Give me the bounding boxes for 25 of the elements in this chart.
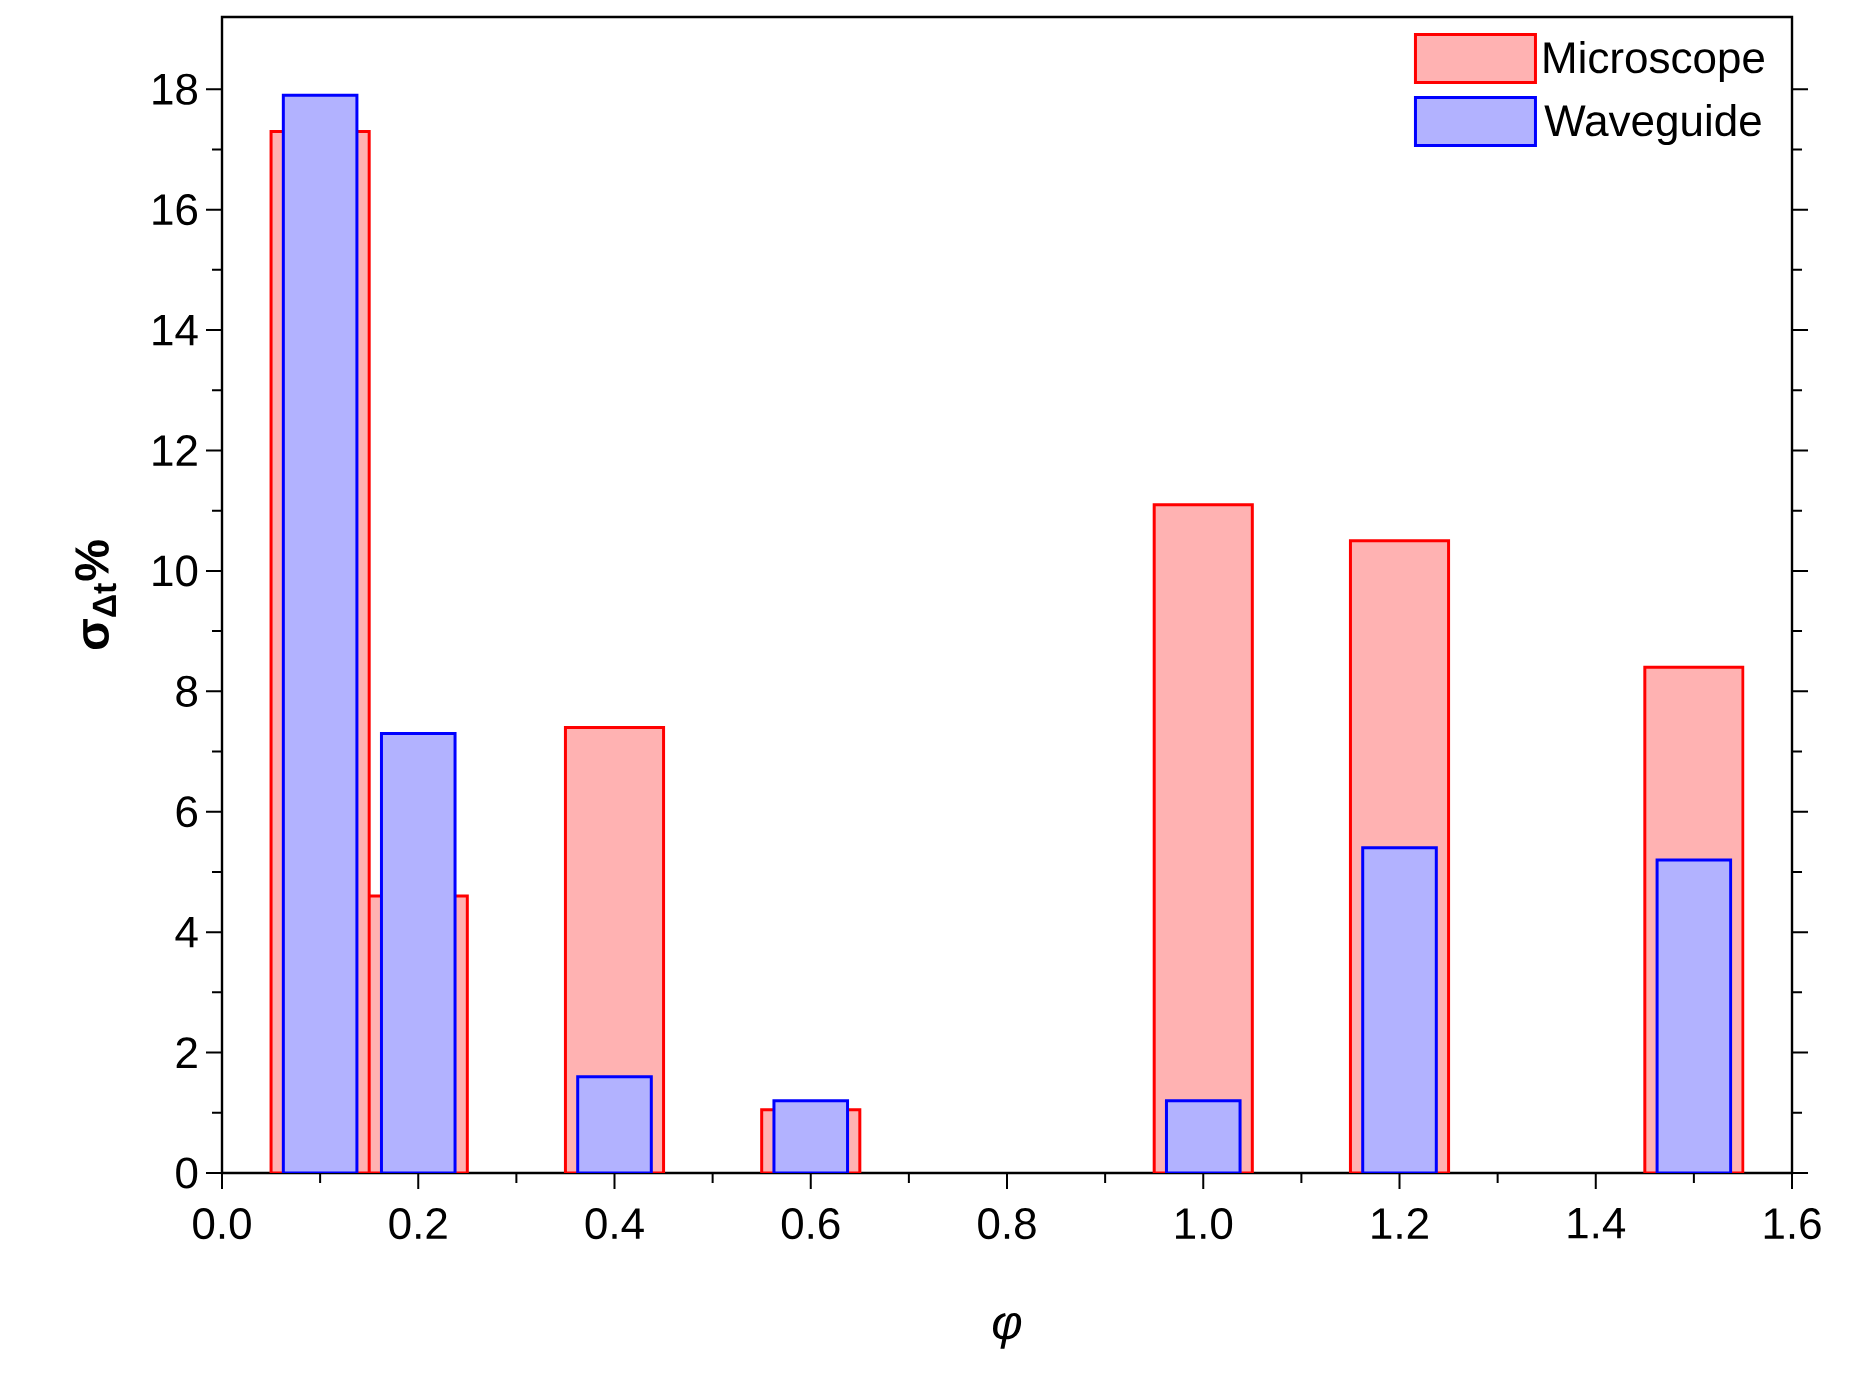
x-tick-label: 0.2 [389, 1208, 447, 1240]
y-tick-label: 14 [153, 314, 198, 346]
legend-label: Microscope [1544, 40, 1764, 83]
x-tick-label: 0.4 [585, 1208, 644, 1240]
y-tick-label: 10 [153, 555, 198, 587]
y-tick-label: 12 [153, 435, 197, 466]
x-tick-label: 1.0 [1176, 1208, 1233, 1240]
x-tick-label: 0.8 [978, 1208, 1036, 1240]
y-tick-label: 4 [175, 917, 198, 948]
y-tick-label: 18 [153, 73, 198, 105]
y-tick-label: 8 [176, 675, 198, 707]
y-tick-label: 16 [153, 194, 198, 226]
bar [1361, 846, 1438, 1173]
y-tick-label: 6 [176, 796, 198, 828]
x-tick-label: 1.6 [1764, 1208, 1821, 1240]
x-axis-title: φ [993, 1312, 1022, 1349]
x-tick-label: 1.4 [1568, 1208, 1626, 1239]
bar [576, 1075, 653, 1173]
y-tick-label: 2 [176, 1037, 197, 1068]
legend-label: Waveguide [1544, 103, 1761, 145]
x-tick-label: 1.2 [1372, 1208, 1428, 1239]
x-tick-label: 0.0 [193, 1208, 251, 1240]
y-tick-label: 0 [176, 1157, 198, 1189]
y-axis-title: σ$_{Δt}$% [75, 540, 117, 650]
x-tick-label: 0.6 [781, 1208, 840, 1240]
